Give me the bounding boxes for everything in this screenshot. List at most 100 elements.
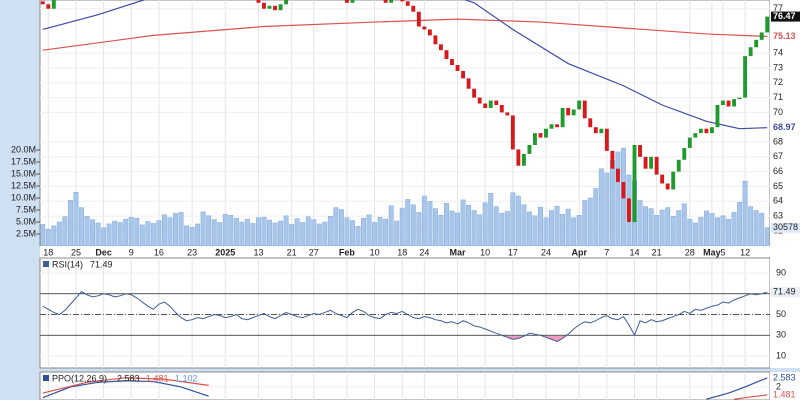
volume-bar xyxy=(432,208,438,246)
candle-body xyxy=(273,5,277,11)
volume-bar xyxy=(333,207,339,246)
volume-bar xyxy=(654,215,660,246)
volume-bar xyxy=(211,219,217,246)
candle-body xyxy=(284,0,289,5)
volume-bar xyxy=(338,209,344,246)
volume-bar xyxy=(609,160,615,246)
candle-body xyxy=(267,5,272,9)
volume-bar xyxy=(670,215,676,246)
x-tick-label: Feb xyxy=(339,247,356,257)
x-tick-label: 5 xyxy=(720,247,725,257)
candle-body xyxy=(604,128,609,151)
volume-readout: 30578 xyxy=(773,222,798,232)
candle-body xyxy=(389,0,394,3)
candle-body xyxy=(632,144,637,223)
candle-body xyxy=(743,56,748,98)
volume-bar xyxy=(604,172,610,246)
y-tick-label: 72 xyxy=(773,77,783,87)
volume-bar xyxy=(615,151,621,246)
volume-bar xyxy=(560,214,566,246)
volume-bar xyxy=(217,222,223,246)
volume-bar xyxy=(173,213,178,246)
y-tick-label: 65 xyxy=(773,181,783,191)
volume-tick-label: 7.5M xyxy=(16,204,36,214)
volume-bar xyxy=(95,222,101,246)
volume-bar xyxy=(554,205,560,246)
candle-body xyxy=(278,4,283,11)
volume-bar xyxy=(51,225,57,246)
volume-bar xyxy=(477,214,483,246)
volume-bar xyxy=(90,219,96,246)
date-axis xyxy=(40,246,800,258)
candle-body xyxy=(643,156,648,169)
volume-bar xyxy=(383,218,389,246)
y-tick-label: 73 xyxy=(773,62,783,72)
volume-tick-label: 12.5M xyxy=(11,180,36,190)
volume-bar xyxy=(316,223,322,246)
candle-body xyxy=(693,133,698,138)
candle-body xyxy=(488,100,493,108)
volume-tick-label: 20.0M xyxy=(11,144,36,154)
candle-body xyxy=(654,156,659,175)
candle-body xyxy=(627,198,631,223)
volume-bar xyxy=(549,210,555,246)
volume-bar xyxy=(676,210,682,246)
candle-body xyxy=(704,128,709,134)
volume-bar xyxy=(278,220,284,246)
candle-body xyxy=(461,70,466,79)
candle-body xyxy=(721,100,725,106)
volume-bar xyxy=(372,222,378,246)
candle-body xyxy=(422,26,427,30)
volume-bar xyxy=(576,215,582,246)
volume-tick-label: 10.0M xyxy=(11,192,36,202)
volume-bar xyxy=(300,222,306,246)
x-tick-label: 28 xyxy=(685,247,695,257)
volume-bar xyxy=(543,217,549,246)
volume-bar xyxy=(289,224,295,246)
volume-bar xyxy=(460,199,466,246)
x-tick-label: 21 xyxy=(652,247,662,257)
volume-bar xyxy=(195,223,201,246)
candle-body xyxy=(472,88,477,98)
volume-bar xyxy=(471,210,477,246)
x-tick-label: 21 xyxy=(287,247,297,257)
x-tick-label: 7 xyxy=(604,247,609,257)
volume-bar xyxy=(272,222,278,246)
volume-bar xyxy=(565,208,571,246)
volume-bar xyxy=(593,188,599,246)
candle-body xyxy=(466,78,471,89)
oversold-fill xyxy=(503,336,566,342)
volume-bar xyxy=(748,206,754,246)
x-tick-label: 27 xyxy=(309,247,319,257)
legend-swatch xyxy=(43,375,49,381)
x-tick-label: 2025 xyxy=(215,247,235,257)
x-tick-label: 9 xyxy=(129,247,134,257)
candle-body xyxy=(383,0,388,3)
x-tick-label: 14 xyxy=(629,247,639,257)
volume-bar xyxy=(261,216,267,246)
volume-bar xyxy=(189,227,195,246)
volume-bar xyxy=(720,215,726,246)
candle-body xyxy=(571,109,576,116)
candle-body xyxy=(549,124,554,129)
y-tick-label: 2 xyxy=(776,381,781,391)
volume-bar xyxy=(139,224,145,246)
volume-bar xyxy=(45,228,51,246)
x-tick-label: Mar xyxy=(450,247,467,257)
volume-bar xyxy=(128,216,134,246)
volume-bar xyxy=(538,206,543,246)
price-readout: 76.47 xyxy=(773,11,796,21)
volume-bar xyxy=(233,217,239,246)
candle-body xyxy=(715,105,720,128)
volume-bar xyxy=(444,203,449,246)
volume-bar xyxy=(73,191,79,246)
legend-swatch xyxy=(43,261,49,267)
rsi-axis xyxy=(770,258,800,368)
candle-body xyxy=(499,105,504,113)
volume-bar xyxy=(145,221,151,246)
ma-readout: 75.13 xyxy=(773,31,796,41)
ppo-title: PPO(12,26,9) xyxy=(52,373,107,383)
volume-bar xyxy=(350,220,355,246)
candle-body xyxy=(649,156,654,169)
